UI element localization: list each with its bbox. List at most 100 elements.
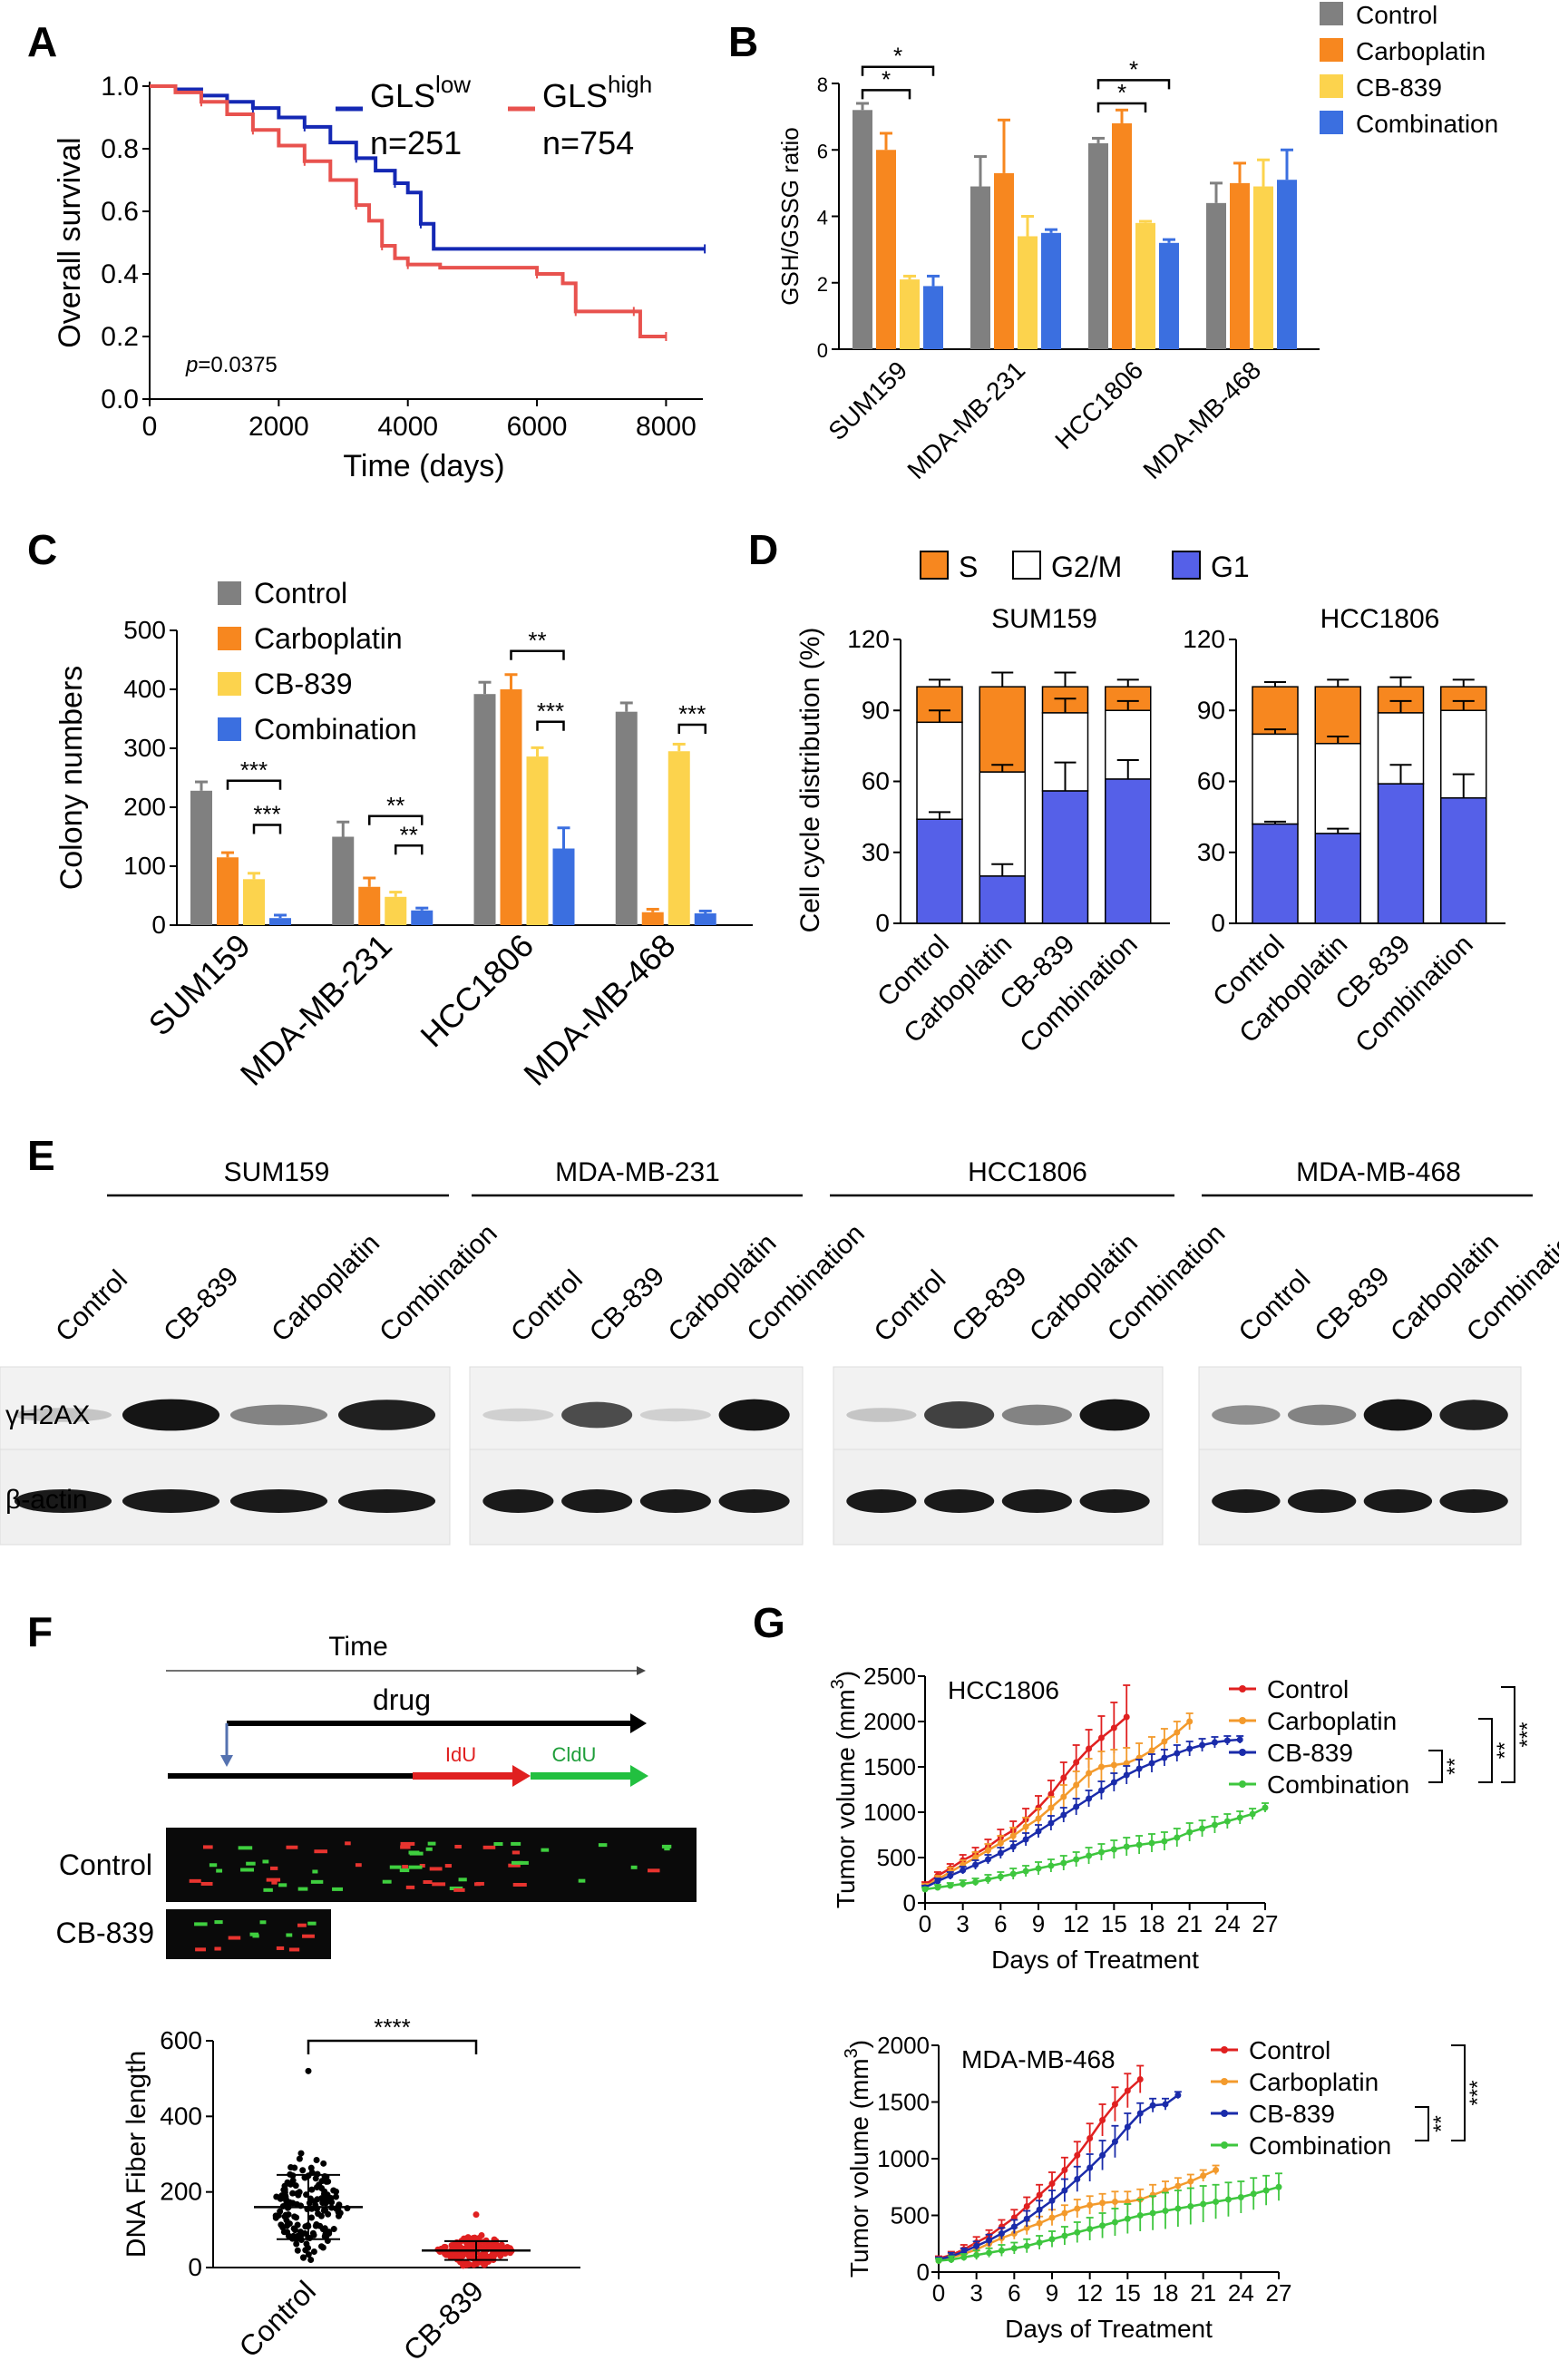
d-legend-swatch: [1012, 551, 1041, 580]
f-point: [321, 2225, 328, 2232]
f-point: [280, 2186, 287, 2193]
a-xtick-label: 8000: [636, 412, 697, 442]
fiber-segment: [276, 1946, 285, 1950]
panelC-sig-bracket: [677, 723, 706, 734]
panelC-sig-label: **: [400, 821, 418, 848]
panelB-sig-bracket: [861, 89, 911, 100]
panelC-ytick-label: 200: [123, 793, 166, 821]
g-point: [1111, 2101, 1118, 2108]
panelB-legend-label: CB-839: [1356, 73, 1442, 102]
a-ytick-label: 0.4: [101, 259, 139, 289]
fiber-image-control: [166, 1828, 697, 1902]
fiber-segment: [216, 1868, 223, 1873]
g-xtick-label: 12: [1077, 2279, 1103, 2307]
d-ytick-label: 0: [1211, 909, 1225, 937]
g-point: [1237, 2194, 1244, 2200]
g-point: [1135, 1765, 1143, 1772]
panelC-sig-label: **: [386, 792, 404, 819]
g-point: [947, 1872, 954, 1879]
fiber-segment: [405, 1885, 415, 1889]
blot-band-actin: [924, 1489, 995, 1513]
fiber-segment: [252, 1934, 259, 1938]
g-sig-label: ***: [1466, 2080, 1490, 2105]
panel-d-cell-cycle-chart: S G2/M G1 Cell cycle distribution (%) SUM159…: [795, 551, 1505, 1058]
fiber-segment: [297, 1887, 308, 1891]
g-point: [1022, 1823, 1029, 1830]
g-xtick-label: 18: [1139, 1910, 1165, 1937]
g-point: [1099, 2222, 1106, 2229]
g-point: [1250, 2190, 1257, 2198]
f-point: [299, 2167, 307, 2174]
d-ytick-label: 120: [1183, 625, 1225, 653]
panelC-bar: [385, 896, 407, 925]
panelB-legend-swatch: [1320, 111, 1343, 134]
fiber-segment: [355, 1863, 362, 1868]
panelB-legend-label: Carboplatin: [1356, 37, 1486, 65]
blot-band-h2ax: [1439, 1400, 1508, 1430]
g-point: [1061, 2209, 1068, 2217]
g-point: [1048, 2197, 1056, 2204]
f-point: [273, 2213, 280, 2220]
panelB-legend-swatch: [1320, 2, 1343, 25]
g-point: [1047, 1804, 1055, 1811]
g-legend-label: Carboplatin: [1267, 1707, 1397, 1735]
g-point: [998, 2230, 1005, 2237]
f-point: [307, 2164, 315, 2171]
panelB-category-label: SUM159: [823, 356, 912, 445]
blot-group-label: MDA-MB-231: [555, 1157, 720, 1187]
blot-group-label: HCC1806: [968, 1157, 1087, 1187]
g-xtick-label: 6: [994, 1910, 1007, 1937]
fiber-segment: [402, 1865, 408, 1869]
fiber-row-cb839: CB-839: [56, 1917, 155, 1949]
blot-lane-label: Combination: [374, 1218, 502, 1347]
g-point: [1073, 1856, 1080, 1863]
g-point: [986, 2237, 993, 2244]
panelB-sig-bracket: [1096, 102, 1147, 112]
f-point: [287, 2164, 295, 2171]
panelC-legend-label: CB-839: [254, 668, 353, 700]
g-point: [1110, 1724, 1117, 1731]
blot-lane-label: Control: [869, 1264, 952, 1348]
a-series-line-1: [150, 84, 667, 338]
panelB-bar: [1041, 232, 1061, 349]
g-ytick-label: 0: [903, 1889, 916, 1917]
blot-band-actin: [482, 1489, 554, 1513]
f-point: [278, 2221, 285, 2229]
d-bar-g1: [1252, 823, 1299, 924]
f-point: [470, 2261, 477, 2268]
g-point: [1199, 1825, 1206, 1832]
panelC-bar: [217, 857, 239, 925]
g-legend-marker: [1239, 1780, 1246, 1788]
blot-lane-label: Control: [50, 1264, 133, 1348]
g-sig-bracket: [1415, 2106, 1429, 2141]
panelB-sig-label: *: [1129, 55, 1138, 83]
g-point: [935, 2258, 942, 2264]
blot-band-actin: [14, 1489, 112, 1513]
f-point: [283, 2217, 290, 2224]
fiber-segment: [240, 1868, 255, 1872]
d-bar-g2m: [1314, 743, 1361, 834]
fiber-segment: [511, 1841, 521, 1846]
g-series-line: [924, 1806, 1266, 1891]
fiber-segment: [399, 1868, 410, 1873]
blot-band-h2ax: [924, 1401, 995, 1429]
panelC-legend-label: Carboplatin: [254, 622, 403, 655]
fiber-segment: [664, 1847, 670, 1851]
f-point: [277, 2208, 284, 2215]
g-point: [1036, 2206, 1043, 2213]
g-point: [1200, 2172, 1207, 2180]
panel-e-western-blot: SUM159 MDA-MB-231 HCC1806 MDA-MB-468 Control…: [0, 1157, 1559, 1546]
panelC-legend-label: Combination: [254, 713, 417, 746]
fiber-drug-start-head: [220, 1755, 233, 1767]
fiber-segment: [302, 1934, 315, 1938]
blot-band-actin: [229, 1489, 328, 1513]
fiber-segment: [228, 1936, 241, 1940]
fiber-segment: [598, 1843, 608, 1848]
a-pvalue-val: =0.0375: [198, 353, 277, 377]
panelC-sig-bracket: [510, 649, 565, 660]
panelC-bar: [269, 918, 291, 925]
g-point: [1097, 1848, 1105, 1856]
g-point: [1035, 1815, 1042, 1822]
g-point: [1149, 2209, 1156, 2217]
